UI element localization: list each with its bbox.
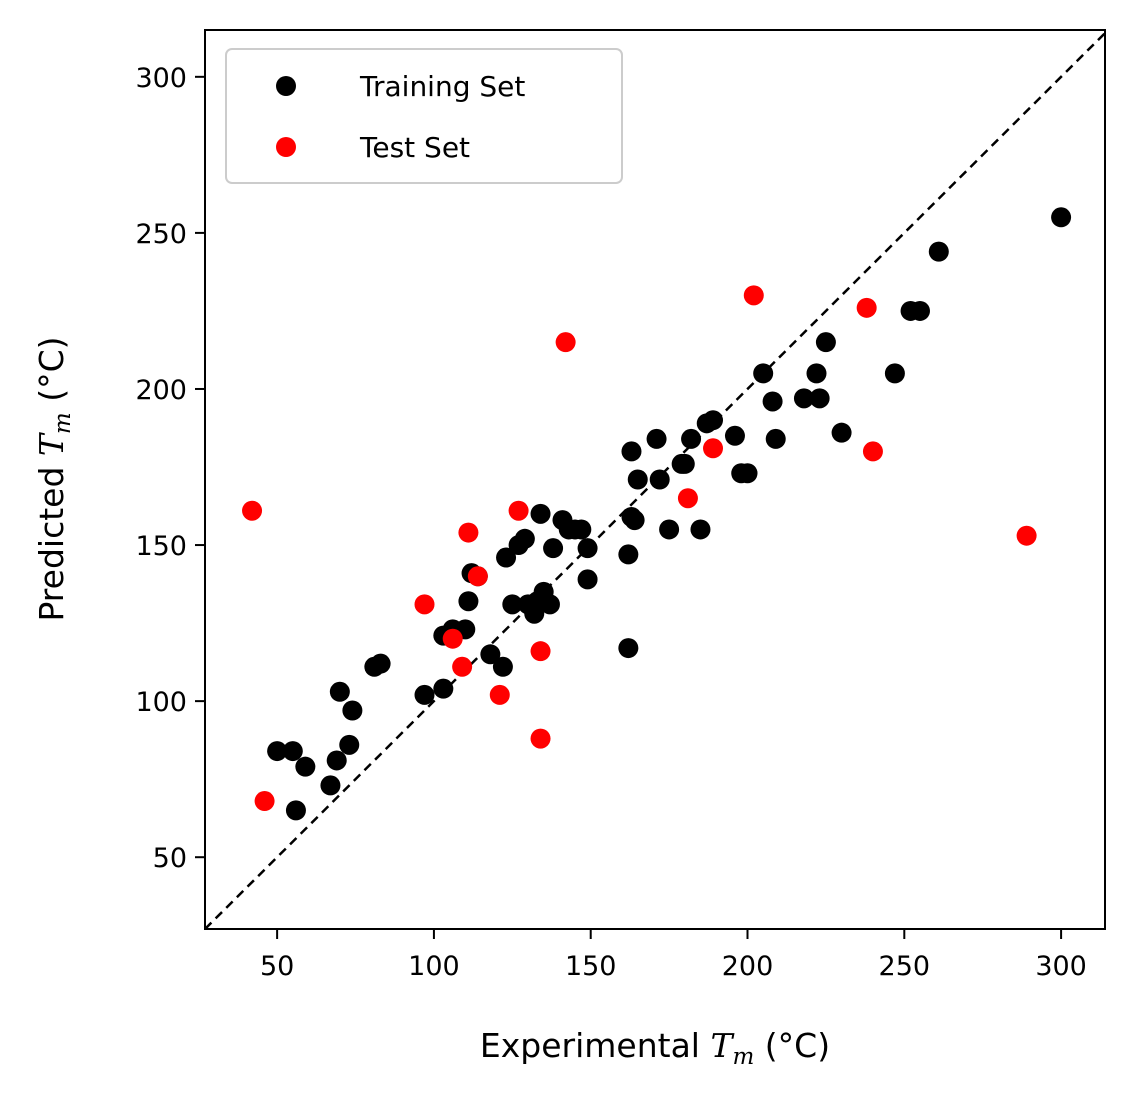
data-points [242,207,1072,821]
training-set-point [496,547,517,568]
legend-label-training: Training Set [359,70,525,103]
training-set-point [502,594,523,615]
training-set-point [703,410,724,431]
y-tick-label: 250 [135,219,187,250]
training-set-point [690,519,711,540]
training-set-point [1051,207,1072,228]
legend: Training Set Test Set [225,48,623,184]
training-set-point [724,425,745,446]
training-set-point [674,453,695,474]
legend-box [225,48,623,184]
test-set-point [489,684,510,705]
training-set-point [342,700,363,721]
x-tick-label: 50 [260,951,294,982]
training-set-point [762,391,783,412]
test-set-point [254,791,275,812]
training-set-point [806,363,827,384]
y-axis-ticks: 50 100 150 200 250 300 [135,63,205,874]
training-set-point [659,519,680,540]
x-axis-label: Experimental Tm (°C) [480,1026,830,1070]
training-set-point [621,441,642,462]
y-tick-label: 300 [135,63,187,94]
training-set-point [267,741,288,762]
training-set-point [793,388,814,409]
training-set-point [326,750,347,771]
training-set-point [649,469,670,490]
training-set-point [514,528,535,549]
training-set-point [414,684,435,705]
training-set-point [831,422,852,443]
training-set-point [492,656,513,677]
training-set-point [753,363,774,384]
training-set-point [530,503,551,524]
training-set-point [884,363,905,384]
x-tick-label: 100 [408,951,460,982]
test-set-point [530,728,551,749]
training-set-point [928,241,949,262]
training-set-point [543,538,564,559]
test-set-point [242,500,263,521]
training-set-point [282,741,303,762]
y-axis-label: Predicted Tm (°C) [32,336,76,621]
x-tick-label: 200 [722,951,774,982]
legend-marker-training [276,76,296,96]
training-set-point [295,756,316,777]
test-set-point [743,285,764,306]
test-set-point [677,488,698,509]
training-set-point [646,428,667,449]
training-set-point [571,519,592,540]
training-set-point [737,463,758,484]
test-set-point [442,628,463,649]
y-tick-label: 50 [153,843,187,874]
training-set-point [539,594,560,615]
training-set-point [339,734,360,755]
test-set-point [458,522,479,543]
training-set-point [577,569,598,590]
test-set-point [555,332,576,353]
training-set-point [577,538,598,559]
test-set-point [530,641,551,662]
training-set-point [618,544,639,565]
training-set-point [909,300,930,321]
training-set-point [681,428,702,449]
legend-label-test: Test Set [359,131,470,164]
training-set-point [815,332,836,353]
training-set-point [285,800,306,821]
y-tick-label: 100 [135,687,187,718]
x-axis-ticks: 50 100 150 200 250 300 [260,929,1087,982]
training-set-point [320,775,341,796]
test-set-point [1016,525,1037,546]
test-set-point [414,594,435,615]
training-set-point [433,678,454,699]
legend-marker-test [276,137,296,157]
test-set-point [452,656,473,677]
training-set-point [627,469,648,490]
x-tick-label: 250 [879,951,931,982]
training-set-point [458,591,479,612]
x-tick-label: 300 [1035,951,1087,982]
plot-frame [204,29,1106,930]
training-set-point [618,638,639,659]
training-set-point [480,644,501,665]
test-set-point [508,500,529,521]
training-set-point [809,388,830,409]
test-set-point [703,438,724,459]
training-set-point [765,428,786,449]
training-set-point [624,510,645,531]
test-set-point [856,297,877,318]
test-set-point [467,566,488,587]
x-tick-label: 150 [565,951,617,982]
training-set-point [329,681,350,702]
test-set-point [862,441,883,462]
training-set-point [370,653,391,674]
y-tick-label: 150 [135,531,187,562]
y-tick-label: 200 [135,375,187,406]
